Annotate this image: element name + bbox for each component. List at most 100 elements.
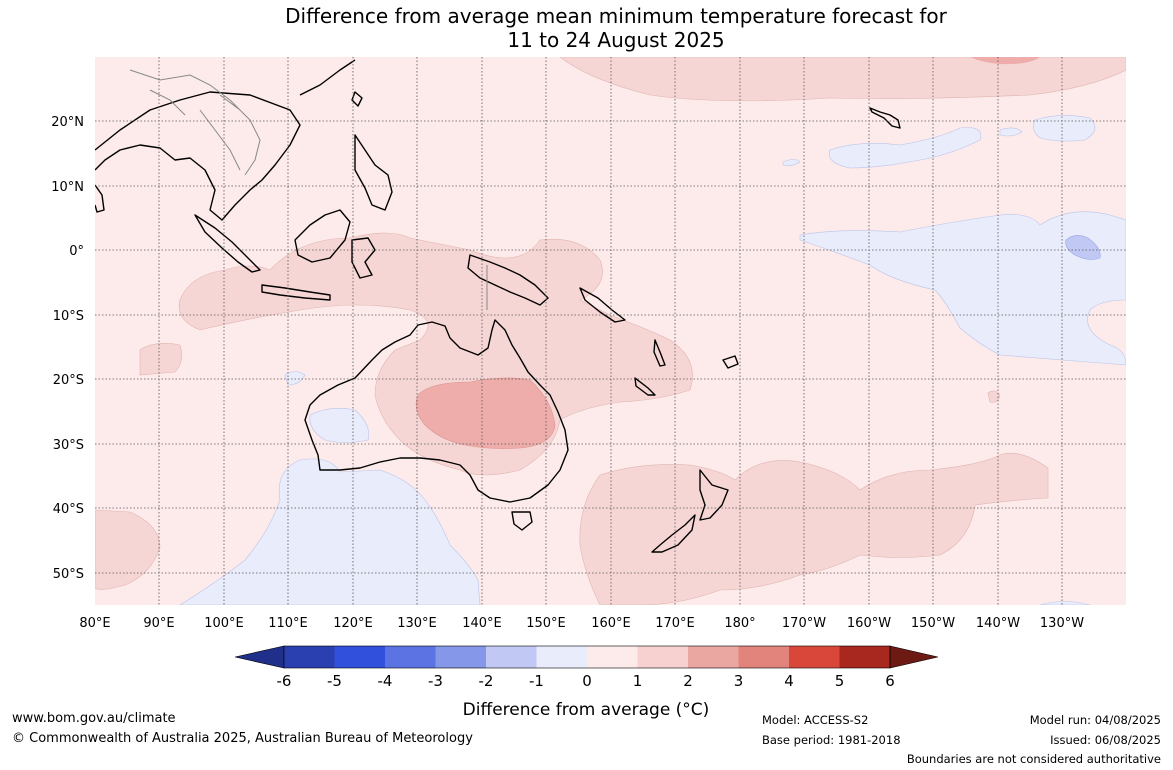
- cool-region-central-pacific-north: [828, 127, 982, 169]
- coastline-solomon-islands: [579, 287, 626, 323]
- coastline-fiji: [722, 355, 739, 369]
- warm-region-coral-sea: [987, 390, 1001, 403]
- x-tick-label: 140°E: [462, 616, 502, 631]
- colorbar: -6 -5 -4 -3 -2 -1 0 1 2 3 4 5 6: [234, 645, 939, 690]
- x-tick-label: 110°E: [268, 616, 308, 631]
- x-tick-label: 130°E: [397, 616, 437, 631]
- x-tick-label: 130°W: [1040, 616, 1084, 631]
- y-tick-label: 40°S: [53, 502, 84, 517]
- colorbar-swatch: [536, 646, 587, 668]
- warm-anomaly-north-pacific-core: [970, 57, 1040, 65]
- country-borders: [129, 69, 488, 310]
- y-tick-label: 0°: [69, 244, 84, 259]
- coastline-java: [261, 284, 331, 301]
- colorbar-swatch: [688, 646, 739, 668]
- y-axis-labels: 20°N 10°N 0° 10°S 20°S 30°S 40°S 50°S: [51, 115, 84, 582]
- colorbar-swatch: [587, 646, 638, 668]
- cool-region-hawaii-east: [1033, 115, 1096, 142]
- colorbar-swatch: [839, 646, 890, 668]
- x-tick-label: 140°W: [976, 616, 1020, 631]
- cool-region-mid-pacific: [782, 159, 801, 166]
- colorbar-swatch: [334, 646, 385, 668]
- colorbar-border: [283, 645, 891, 669]
- coastline-borneo: [294, 209, 351, 263]
- coastline-india-tip: [95, 184, 105, 213]
- cool-region-south-edge: [1039, 601, 1091, 605]
- coastline-mainland-southeast-asia: [95, 91, 301, 221]
- warm-region-southwest: [95, 509, 161, 590]
- footer-issued: Issued: 06/08/2025: [1050, 733, 1161, 747]
- coastline-new-zealand-north: [699, 469, 729, 521]
- x-tick-label: 170°W: [782, 616, 826, 631]
- chart-title: Difference from average mean minimum tem…: [0, 4, 1173, 52]
- coastline-hawaii: [869, 107, 901, 129]
- colorbar-tick-label: 3: [734, 672, 744, 690]
- x-tick-label: 160°W: [847, 616, 891, 631]
- colorbar-swatch: [435, 646, 486, 668]
- warm-region-tasman: [579, 452, 1049, 605]
- y-tick-label: 30°S: [53, 438, 84, 453]
- colorbar-swatch: [738, 646, 789, 668]
- cool-region-small-north: [999, 127, 1023, 137]
- colorbar-swatch: [284, 646, 335, 668]
- colorbar-tick-label: -1: [529, 672, 544, 690]
- colorbar-tick-label: -3: [428, 672, 443, 690]
- warm-anomaly-2-3: [415, 377, 556, 449]
- coastline-sumatra: [194, 214, 261, 273]
- cool-region-northwest-australia: [284, 371, 306, 386]
- coastline-philippines: [354, 134, 393, 211]
- coastline-new-guinea: [467, 254, 549, 306]
- colorbar-tick-label: -4: [378, 672, 393, 690]
- cool-region-west-australia: [309, 408, 369, 443]
- colorbar-tick-label: -2: [479, 672, 494, 690]
- y-tick-label: 50°S: [53, 567, 84, 582]
- footer-model-run: Model run: 04/08/2025: [1029, 713, 1161, 727]
- colorbar-swatch: [789, 646, 840, 668]
- footer-website[interactable]: www.bom.gov.au/climate: [12, 711, 176, 726]
- title-line-2: 11 to 24 August 2025: [507, 28, 725, 52]
- title-line-1: Difference from average mean minimum tem…: [285, 4, 947, 28]
- colorbar-label: Difference from average (°C): [463, 700, 710, 720]
- coastline-new-caledonia: [634, 377, 656, 396]
- x-tick-label: 100°E: [204, 616, 244, 631]
- cool-region-southern-indian: [179, 458, 481, 605]
- warm-region-north-pacific: [559, 57, 1126, 102]
- coastlines: [95, 59, 901, 553]
- y-tick-label: 10°N: [51, 180, 84, 195]
- gridlines: [95, 57, 1126, 605]
- coastline-new-zealand-south: [651, 514, 696, 553]
- colorbar-arrow-low: [234, 645, 285, 669]
- colorbar-swatch: [637, 646, 688, 668]
- x-tick-label: 180°: [724, 616, 755, 631]
- colorbar-tick-label: 1: [633, 672, 643, 690]
- border-southeast-asia: [129, 69, 261, 176]
- x-tick-label: 120°E: [333, 616, 373, 631]
- footer-copyright: © Commonwealth of Australia 2025, Austra…: [12, 731, 473, 746]
- coastline-taiwan: [351, 91, 363, 107]
- footer-base-period: Base period: 1981-2018: [762, 733, 901, 747]
- warm-anomaly-1-2: [95, 57, 1126, 605]
- warm-region-australia: [178, 232, 693, 476]
- x-tick-label: 90°E: [143, 616, 174, 631]
- x-tick-label: 150°W: [911, 616, 955, 631]
- colorbar-swatch: [486, 646, 537, 668]
- colorbar-tick-label: -5: [327, 672, 342, 690]
- footer-model: Model: ACCESS-S2: [762, 713, 869, 727]
- y-tick-label: 10°S: [53, 309, 84, 324]
- colorbar-tick-label: 0: [582, 672, 592, 690]
- colorbar-swatch: [385, 646, 436, 668]
- coastline-australia: [304, 319, 569, 503]
- colorbar-tick-label: 2: [683, 672, 693, 690]
- colorbar-tick-label: 6: [885, 672, 895, 690]
- coastline-china-east: [299, 59, 356, 96]
- x-tick-label: 170°E: [655, 616, 695, 631]
- x-tick-label: 80°E: [79, 616, 110, 631]
- y-tick-label: 20°S: [53, 373, 84, 388]
- colorbar-tick-label: -6: [277, 672, 292, 690]
- cool-anomaly-minus2-minus1: [1065, 235, 1101, 260]
- x-tick-label: 160°E: [591, 616, 631, 631]
- x-tick-label: 150°E: [526, 616, 566, 631]
- coastline-vanuatu: [653, 339, 666, 367]
- footer-boundaries-note: Boundaries are not considered authoritat…: [906, 752, 1161, 766]
